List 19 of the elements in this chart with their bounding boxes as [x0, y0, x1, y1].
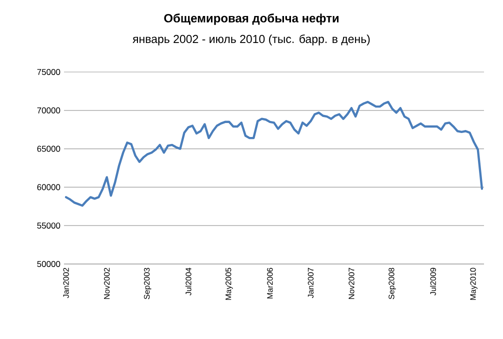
x-tick-label: Jul2009 — [430, 268, 436, 296]
x-tick-label: Nov2002 — [104, 268, 110, 299]
x-tick-label: May2010 — [470, 268, 478, 300]
x-tick-label: Jan2002 — [63, 268, 69, 298]
x-tick-label: Sep2008 — [388, 268, 396, 300]
x-tick-label: May2005 — [226, 268, 233, 300]
chart-title: Общемировая добыча нефти — [164, 14, 339, 25]
x-tick-label: Mar2006 — [267, 268, 273, 298]
x-tick-label: Nov2007 — [348, 268, 354, 299]
y-tick-label: 50000 — [37, 260, 60, 267]
y-tick-label: 65000 — [37, 146, 60, 152]
y-tick-label: 60000 — [37, 184, 60, 190]
chart-subtitle: январь 2002 - июль 2010 (тыс. барр. в день) — [132, 34, 370, 46]
y-tick-label: 70000 — [37, 107, 60, 114]
x-tick-label: Jul2004 — [185, 268, 192, 296]
x-tick-label: Jan2007 — [308, 268, 314, 298]
y-tick-label: 55000 — [37, 222, 60, 229]
x-tick-label: Sep2003 — [144, 268, 152, 300]
y-tick-label: 75000 — [37, 68, 60, 75]
